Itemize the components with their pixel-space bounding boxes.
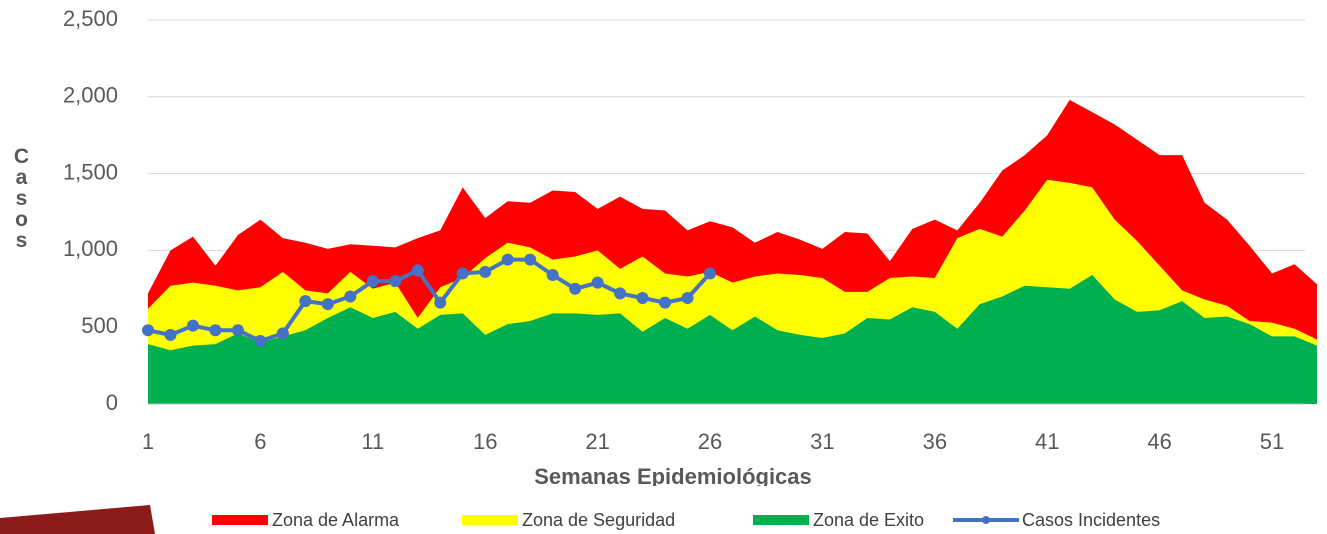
x-tick-label: 36 <box>923 429 947 454</box>
point <box>501 253 514 266</box>
point <box>681 292 694 305</box>
y-axis-title: Casos <box>10 145 33 250</box>
x-tick-label: 46 <box>1147 429 1171 454</box>
point <box>434 296 447 309</box>
legend-label: Zona de Alarma <box>272 510 400 530</box>
x-tick-label: 6 <box>254 429 266 454</box>
point <box>344 290 357 303</box>
y-tick-label: 2,500 <box>63 6 118 31</box>
legend-swatch <box>462 515 518 525</box>
legend-label: Zona de Exito <box>813 510 924 530</box>
x-tick-label: 11 <box>361 429 384 454</box>
point <box>456 267 469 280</box>
point <box>142 324 154 337</box>
point <box>209 324 222 337</box>
y-tick-label: 500 <box>81 313 118 338</box>
y-tick-label: 1,500 <box>63 159 118 184</box>
point <box>411 264 424 277</box>
point <box>321 298 334 311</box>
x-tick-label: 31 <box>810 429 834 454</box>
point <box>546 268 559 281</box>
point <box>164 328 177 341</box>
y-tick-label: 2,000 <box>63 83 118 108</box>
legend-label: Zona de Seguridad <box>522 510 675 530</box>
x-tick-label: 21 <box>585 429 609 454</box>
x-tick-label: 16 <box>473 429 497 454</box>
point <box>636 292 649 305</box>
point <box>704 267 717 280</box>
point <box>366 275 379 288</box>
point <box>299 295 312 308</box>
decoration <box>0 505 155 534</box>
x-tick-label: 41 <box>1035 429 1059 454</box>
area <box>148 274 1317 404</box>
point <box>186 319 199 332</box>
y-tick-label: 0 <box>106 390 118 415</box>
y-tick-label: 1,000 <box>63 236 118 261</box>
x-tick-label: 51 <box>1260 429 1284 454</box>
point <box>524 253 537 266</box>
legend-swatch <box>982 516 990 524</box>
x-axis-title: Semanas Epidemiológicas <box>534 464 812 489</box>
point <box>479 265 492 278</box>
point <box>389 275 402 288</box>
point <box>276 327 289 340</box>
point <box>659 296 672 309</box>
point <box>614 287 627 300</box>
x-tick-label: 26 <box>698 429 722 454</box>
legend-box <box>180 486 1310 534</box>
legend-swatch <box>753 515 809 525</box>
legend-label: Casos Incidentes <box>1022 510 1160 530</box>
point <box>231 324 244 337</box>
point <box>591 276 604 289</box>
point <box>254 335 267 348</box>
legend-swatch <box>212 515 268 525</box>
x-tick-label: 1 <box>142 429 154 454</box>
point <box>569 282 582 295</box>
